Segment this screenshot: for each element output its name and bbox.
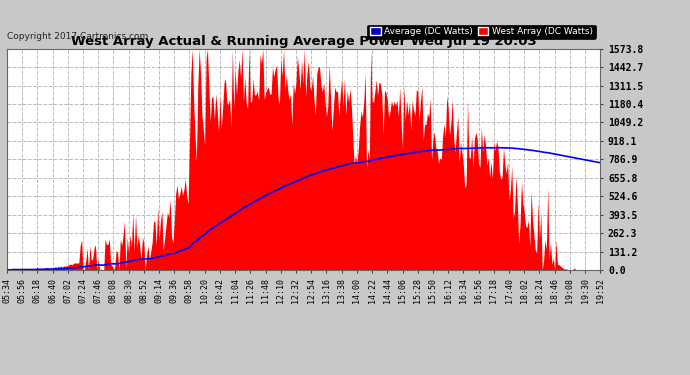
Text: Copyright 2017 Cartronics.com: Copyright 2017 Cartronics.com bbox=[7, 32, 148, 41]
Legend: Average (DC Watts), West Array (DC Watts): Average (DC Watts), West Array (DC Watts… bbox=[367, 24, 595, 39]
Title: West Array Actual & Running Average Power Wed Jul 19 20:03: West Array Actual & Running Average Powe… bbox=[70, 34, 536, 48]
